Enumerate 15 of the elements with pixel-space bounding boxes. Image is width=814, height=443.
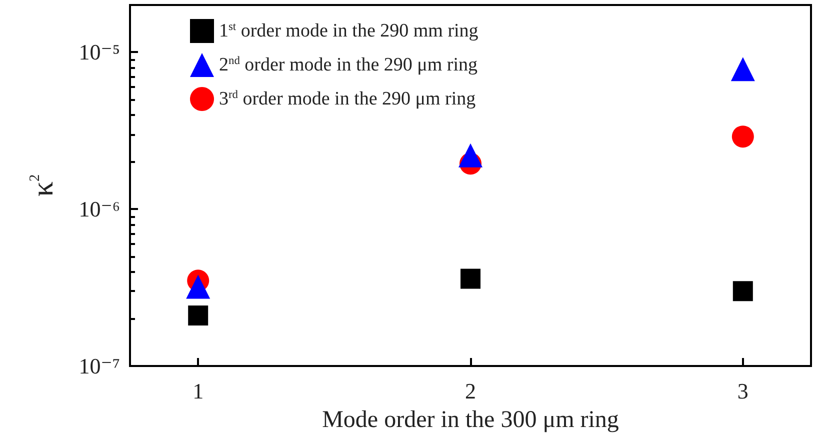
y-tick-label: 10⁻⁷ — [78, 354, 120, 378]
point — [186, 274, 210, 299]
point — [460, 268, 480, 289]
y-tick-label: 10⁻⁶ — [78, 196, 120, 222]
x-tick-label: 2 — [465, 378, 476, 404]
x-tick-label: 1 — [192, 378, 204, 404]
point — [730, 57, 755, 82]
x-axis-title: Mode order in the 300 μm ring — [322, 407, 619, 433]
point — [188, 305, 208, 326]
y-axis-title: κ2 — [26, 174, 60, 197]
x-tick-label: 3 — [737, 378, 748, 404]
point — [732, 126, 754, 148]
point — [458, 143, 482, 168]
y-tick-label: 10⁻⁵ — [78, 40, 120, 65]
point — [732, 281, 753, 302]
